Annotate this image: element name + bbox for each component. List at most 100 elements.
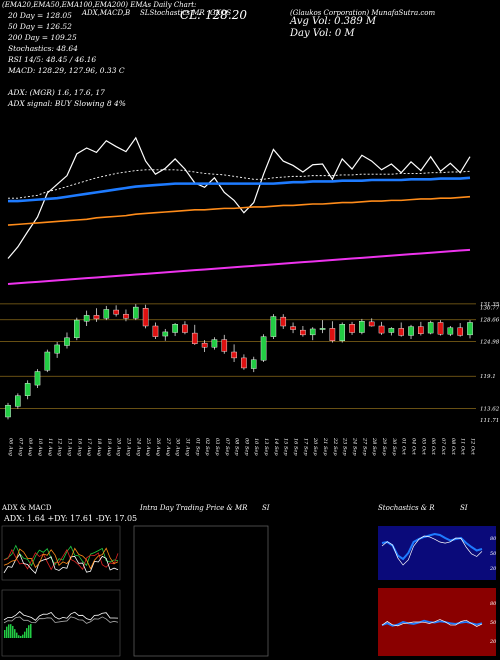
candle-body xyxy=(290,326,296,330)
date-label: 03 Sep xyxy=(214,438,220,456)
date-label: 07 Sep xyxy=(224,438,230,456)
macd-histogram-bar xyxy=(20,635,22,638)
header-ticker: GKOS xyxy=(210,9,232,17)
macd-histogram-bar xyxy=(12,625,14,638)
adx-panel-title: ADX & MACD xyxy=(2,504,52,512)
date-label: 24 Aug xyxy=(135,437,141,456)
indicator-readout-line: Stochastics: 48.64 xyxy=(8,44,78,53)
price-axis-label: 119.1 xyxy=(480,374,496,380)
candle-body xyxy=(64,337,70,346)
header-ema-label: (EMA20,EMA50,EMA100,EMA200) EMAs Daily C… xyxy=(2,1,197,9)
date-label: 13 Sep xyxy=(263,438,269,456)
price-axis-label: 113.62 xyxy=(480,407,500,413)
candle-body xyxy=(447,327,454,335)
candle-body xyxy=(152,325,159,337)
candle-body xyxy=(339,324,346,341)
candle-body xyxy=(378,325,385,334)
lower-panels: 80 50 20 80 50 20 xyxy=(1,525,497,657)
date-label: 06 Oct xyxy=(430,438,436,456)
date-label: 20 Aug xyxy=(116,437,122,456)
adx-series-line xyxy=(3,548,119,571)
macd-line xyxy=(3,611,119,621)
candle-body xyxy=(74,319,80,339)
candle-body xyxy=(113,309,119,315)
macd-histogram-bar xyxy=(24,631,26,638)
adx-series-line xyxy=(3,553,119,574)
candle-body xyxy=(427,322,434,334)
rsi-tick-label: 80 xyxy=(490,601,497,607)
date-label: 10 Sep xyxy=(253,438,259,456)
date-label: 23 Sep xyxy=(342,437,348,456)
rsi-signal-line xyxy=(381,619,483,627)
price-axis-label: 111.71 xyxy=(480,418,499,424)
candle-body xyxy=(250,359,257,369)
date-label: 15 Sep xyxy=(283,438,289,456)
candle-body xyxy=(388,328,395,333)
date-label: 19 Aug xyxy=(106,438,112,456)
candle-body xyxy=(457,327,463,336)
candle-body xyxy=(221,339,228,352)
date-label: 12 Aug xyxy=(57,438,63,456)
candle-body xyxy=(211,339,218,348)
date-label: 07 Oct xyxy=(440,438,446,456)
price-axis-label: 128.66 xyxy=(480,318,500,324)
macd-signal-line xyxy=(3,616,119,624)
date-label: 01 Oct xyxy=(401,438,407,456)
date-label: 16 Aug xyxy=(76,438,82,456)
date-label: 29 Sep xyxy=(381,437,387,456)
rsi-tick-label: 50 xyxy=(490,620,497,626)
candle-body xyxy=(15,395,21,407)
date-label: 12 Oct xyxy=(470,438,476,456)
candle-body xyxy=(408,326,414,336)
date-label: 09 Sep xyxy=(243,438,249,456)
day-volume-label: Day Vol: 0 M xyxy=(290,28,355,39)
rsi-tick-label: 20 xyxy=(489,639,497,645)
candle-body xyxy=(329,328,336,341)
candle-body xyxy=(44,351,51,371)
adx-panel xyxy=(1,525,121,581)
date-label: 30 Aug xyxy=(175,438,181,456)
candle-body xyxy=(34,371,41,386)
candle-body xyxy=(418,326,424,334)
candle-body xyxy=(162,331,169,337)
macd-panel xyxy=(1,589,121,657)
date-label: 07 Aug xyxy=(17,438,23,456)
candle-body xyxy=(5,404,11,418)
candle-body xyxy=(300,329,306,336)
date-label: 08 Oct xyxy=(450,438,456,456)
intraday-si-label: SI xyxy=(262,504,270,512)
date-label: 11 Aug xyxy=(47,438,53,456)
date-label: 04 Oct xyxy=(411,438,417,456)
candle-body xyxy=(93,315,100,320)
candle-body xyxy=(368,321,375,327)
date-label: 22 Sep xyxy=(332,437,338,456)
stoch-panel-title: Stochastics & R xyxy=(378,504,435,512)
candle-body xyxy=(103,309,110,319)
date-label: 28 Sep xyxy=(371,437,377,456)
date-label: 09 Aug xyxy=(27,438,33,456)
header-stoch-label: SLStochastics MR xyxy=(140,9,205,17)
candle-body xyxy=(309,328,316,336)
adx-values: ADX: 1.64 +DY: 17.61 -DY: 17.05 xyxy=(4,514,138,523)
macd-histogram-bar xyxy=(28,625,30,638)
date-label: 27 Aug xyxy=(165,437,171,456)
price-axis-label: 131.35 xyxy=(480,302,500,308)
avg-volume-label: Avg Vol: 0.389 M xyxy=(290,16,377,27)
macd-histogram-bar xyxy=(4,630,6,638)
date-label: 18 Aug xyxy=(96,438,102,456)
candle-body xyxy=(83,315,90,322)
indicator-readout-line: 50 Day = 126.52 xyxy=(8,22,72,31)
price-axis-label: 130.77 xyxy=(480,305,500,311)
indicator-readout-line: ADX: (MGR) 1.6, 17.6, 17 xyxy=(8,88,105,97)
stochastics-tick-label: 20 xyxy=(489,566,497,572)
candle-body xyxy=(270,316,277,337)
candle-body xyxy=(260,336,267,361)
stochastics-d-line xyxy=(381,535,483,566)
candle-body xyxy=(54,344,60,354)
candle-body xyxy=(24,383,31,396)
macd-histogram-bar xyxy=(26,628,28,638)
date-label: 06 Aug xyxy=(8,438,14,456)
ema50-line xyxy=(8,176,471,203)
macd-histogram-bar xyxy=(10,624,12,638)
candle-body xyxy=(280,316,287,327)
